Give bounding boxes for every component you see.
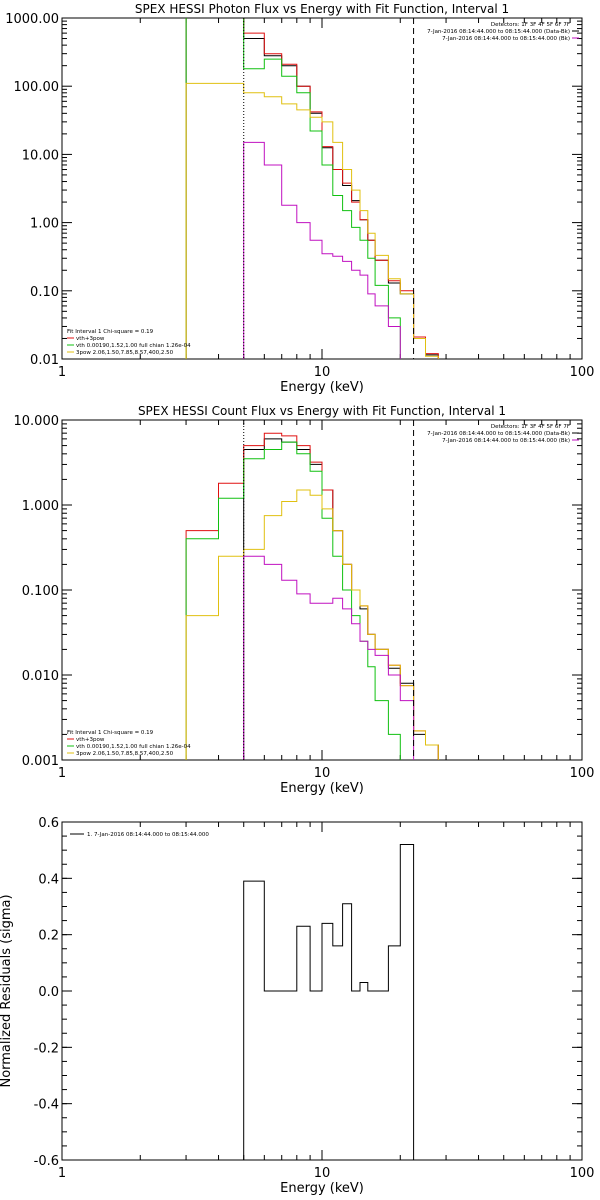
plot-3: 1 10 100 Energy (keV) -0.6 -0.4 -0.2 0.0 0.2 0.4 0… [0, 816, 594, 1196]
legend-entry: 1. 7-Jan-2016 08:14:44.000 to 08:15:44.0… [87, 832, 209, 838]
legend-entry: vth 0.00190,1.52,1.00 full chian 1.26e-0… [76, 343, 191, 349]
x-axis-label: Energy (keV) [280, 1181, 364, 1196]
y-tick-label: -0.6 [34, 1154, 59, 1169]
y-tick-label: 0.0 [38, 985, 59, 1000]
legend-entry: Fit Interval 1 Chi-square = 0.19 [67, 730, 154, 736]
y-tick-label: -0.4 [34, 1098, 59, 1113]
y-tick-label: 1000.00 [5, 12, 59, 27]
x-tick-label: 100 [570, 766, 595, 781]
series-data-bk-line [185, 18, 439, 359]
y-axis-label: Normalized Residuals (sigma) [0, 894, 14, 1087]
legend-entry: 3pow 2.06,1.50,7.85,8.57,400,2.50 [76, 350, 174, 356]
x-tick-label: 1 [58, 766, 66, 781]
y-tick-label: 0.100 [22, 584, 59, 599]
info-line: 7-Jan-2016 08:14:44.000 to 08:15:44.000 … [442, 438, 570, 444]
y-tick-label: 0.10 [30, 285, 59, 300]
x-tick-label: 1 [58, 365, 66, 380]
series-vth-3pow-line [185, 432, 439, 760]
legend-entry: vth+3pow [76, 737, 105, 743]
y-tick-label: -0.2 [34, 1041, 59, 1056]
legend-entry: vth+3pow [76, 336, 105, 342]
legend-entry: vth 0.00190,1.52,1.00 full chian 1.26e-0… [76, 744, 191, 750]
y-tick-label: 0.6 [38, 816, 59, 831]
legend-entry: 3pow 2.06,1.50,7.85,8.57,400,2.50 [76, 751, 174, 757]
y-tick-label: 0.001 [22, 754, 59, 769]
y-tick-label: 0.010 [22, 669, 59, 684]
y-tick-label: 0.4 [38, 872, 59, 887]
series-3pow-line [185, 82, 439, 359]
plot-title: SPEX HESSI Count Flux vs Energy with Fit… [138, 404, 506, 418]
series-vth-3pow-line [185, 18, 439, 359]
y-tick-label: 100.00 [14, 80, 60, 95]
plot-frame [61, 17, 583, 360]
info-line: 7-Jan-2016 08:14:44.000 to 08:15:44.000 … [427, 29, 570, 35]
y-tick-label: 0.01 [30, 353, 59, 368]
series-vth-line [185, 18, 401, 359]
series-vth-line [185, 441, 401, 760]
plot-2: SPEX HESSI Count Flux vs Energy with Fit… [14, 404, 595, 796]
x-axis-label: Energy (keV) [280, 781, 364, 796]
y-tick-label: 1.000 [22, 499, 59, 514]
x-tick-label: 1 [58, 1166, 66, 1181]
series-residuals-line [243, 844, 415, 1160]
info-line: Detectors: 1F 3F 4F 5F 6F 7F [491, 424, 570, 430]
plot-1: SPEX HESSI Photon Flux vs Energy with Fi… [5, 2, 595, 395]
y-tick-label: 10.000 [14, 414, 60, 429]
y-tick-label: 1.00 [30, 217, 59, 232]
info-line: Detectors: 1F 3F 4F 5F 6F 7F [491, 22, 570, 28]
info-line: 7-Jan-2016 08:14:44.000 to 08:15:44.000 … [427, 431, 570, 437]
x-tick-label: 100 [570, 1166, 595, 1181]
x-tick-label: 100 [570, 365, 595, 380]
y-tick-label: 10.00 [22, 148, 59, 163]
x-axis-label: Energy (keV) [280, 380, 364, 395]
series-3pow-line [185, 489, 439, 760]
series-bk-line [243, 555, 415, 760]
legend-entry: Fit Interval 1 Chi-square = 0.19 [67, 329, 154, 335]
x-tick-label: 10 [314, 1166, 331, 1181]
y-tick-label: 0.2 [38, 929, 59, 944]
plot-title: SPEX HESSI Photon Flux vs Energy with Fi… [135, 2, 509, 16]
x-tick-label: 10 [314, 365, 331, 380]
series-bk-line [243, 141, 401, 359]
info-line: 7-Jan-2016 08:14:44.000 to 08:15:44.000 … [442, 36, 570, 42]
x-tick-label: 10 [314, 766, 331, 781]
